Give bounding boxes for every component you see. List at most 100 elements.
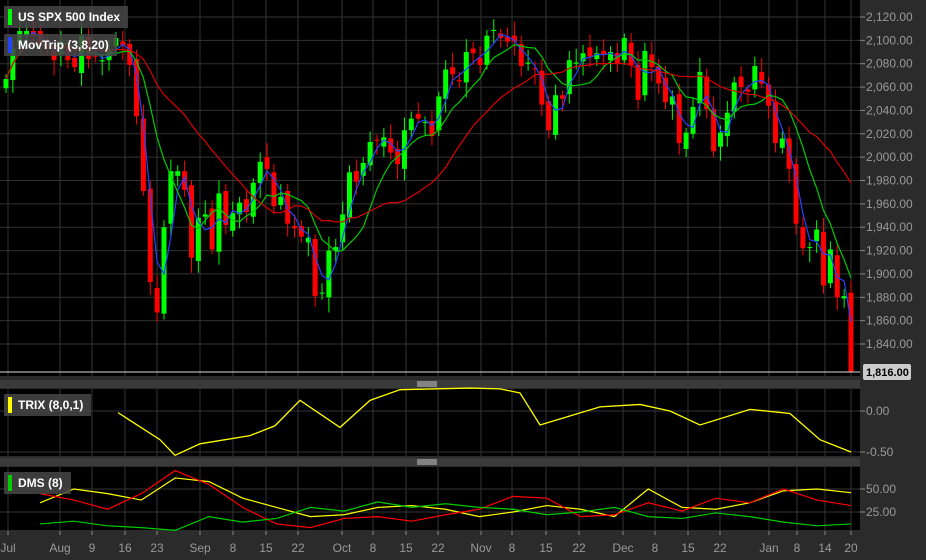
candle <box>827 249 833 284</box>
candle <box>3 78 9 89</box>
candle <box>697 71 703 104</box>
candle <box>532 68 538 70</box>
candle <box>216 193 222 252</box>
candle <box>436 96 442 131</box>
x-tick-label: 20 <box>844 541 858 555</box>
candle <box>99 60 105 62</box>
candle <box>539 70 545 105</box>
moving-average-3 <box>5 31 852 322</box>
candle <box>484 35 490 65</box>
candle <box>594 53 600 60</box>
candle <box>374 139 380 141</box>
candle <box>353 171 359 182</box>
x-tick-label: Sep <box>189 541 211 555</box>
moving-average-8 <box>5 41 852 279</box>
candle <box>546 101 552 131</box>
candle <box>505 36 511 42</box>
candle <box>257 161 263 183</box>
candle <box>443 69 449 99</box>
indicator-label: MovTrip (3,8,20) <box>4 34 117 56</box>
dms-line-2 <box>39 501 852 532</box>
candle <box>463 52 469 83</box>
dms-panel <box>0 467 860 530</box>
y-tick-label: -0.50 <box>866 445 894 459</box>
trix-line <box>117 387 852 457</box>
candle <box>340 214 346 243</box>
y-tick-label: 1,980.00 <box>866 174 913 188</box>
series-label: US SPX 500 Index <box>4 6 129 28</box>
x-tick-label: 22 <box>291 541 305 555</box>
candle <box>305 237 311 243</box>
trix-panel <box>0 389 860 456</box>
x-tick-label: 8 <box>509 541 516 555</box>
moving-average-20 <box>5 44 852 223</box>
candle <box>587 47 593 57</box>
candle <box>711 109 717 152</box>
candle <box>608 52 614 61</box>
candle <box>704 76 710 110</box>
candle <box>333 247 339 251</box>
trix-swatch <box>8 397 12 413</box>
candle <box>360 162 366 176</box>
candle <box>175 171 181 176</box>
candle <box>271 172 277 207</box>
candle <box>243 199 249 213</box>
candle <box>326 250 332 298</box>
candle <box>278 196 284 206</box>
candle <box>814 229 820 242</box>
y-tick-label: 1,840.00 <box>866 337 913 351</box>
x-tick-label: Dec <box>612 541 633 555</box>
y-tick-label: 2,020.00 <box>866 127 913 141</box>
candle <box>456 80 462 82</box>
candle <box>752 66 758 90</box>
candle <box>525 62 531 64</box>
candle <box>498 33 504 39</box>
candle <box>450 67 456 75</box>
candle <box>319 292 325 294</box>
x-tick-label: 22 <box>713 541 727 555</box>
candle <box>298 226 304 237</box>
x-tick-label: Nov <box>470 541 491 555</box>
x-tick-label: 14 <box>818 541 832 555</box>
candle <box>793 164 799 224</box>
x-tick-label: 8 <box>794 541 801 555</box>
candle <box>553 95 559 135</box>
candle <box>573 62 579 64</box>
candle <box>154 287 160 313</box>
candle <box>621 38 627 61</box>
candle <box>724 112 730 137</box>
candle <box>264 157 270 169</box>
y-tick-label: 2,100.00 <box>866 33 913 47</box>
candle <box>223 191 229 225</box>
candle <box>381 137 387 147</box>
candle <box>127 43 133 65</box>
last-price-value: 1,816.00 <box>866 367 909 379</box>
candle <box>669 96 675 105</box>
x-tick-label: 16 <box>118 541 132 555</box>
candle <box>656 66 662 84</box>
candle <box>738 76 744 88</box>
candle <box>683 132 689 149</box>
y-tick-label: 2,000.00 <box>866 150 913 164</box>
candle <box>312 238 318 297</box>
candle <box>717 132 723 147</box>
candle <box>408 118 414 131</box>
candle <box>24 31 30 36</box>
x-tick-label: 9 <box>89 541 96 555</box>
candle <box>821 231 827 286</box>
candle <box>292 226 298 229</box>
trix-title: TRIX (8,0,1) <box>18 398 84 412</box>
candle <box>772 102 778 144</box>
candle <box>601 50 607 55</box>
candle <box>188 185 194 258</box>
candle <box>690 106 696 134</box>
y-tick-label: 1,960.00 <box>866 197 913 211</box>
series-title: US SPX 500 Index <box>18 10 121 24</box>
candle <box>470 48 476 54</box>
y-tick-label: 2,080.00 <box>866 57 913 71</box>
candle <box>147 188 153 283</box>
y-tick-label: 2,060.00 <box>866 80 913 94</box>
last-price-badge <box>863 364 911 381</box>
y-tick-label: 1,920.00 <box>866 244 913 258</box>
candle <box>346 172 352 218</box>
